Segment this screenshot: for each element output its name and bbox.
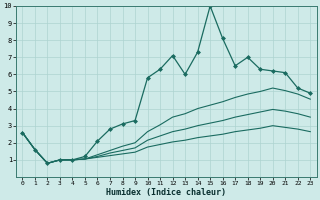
X-axis label: Humidex (Indice chaleur): Humidex (Indice chaleur) <box>106 188 226 197</box>
